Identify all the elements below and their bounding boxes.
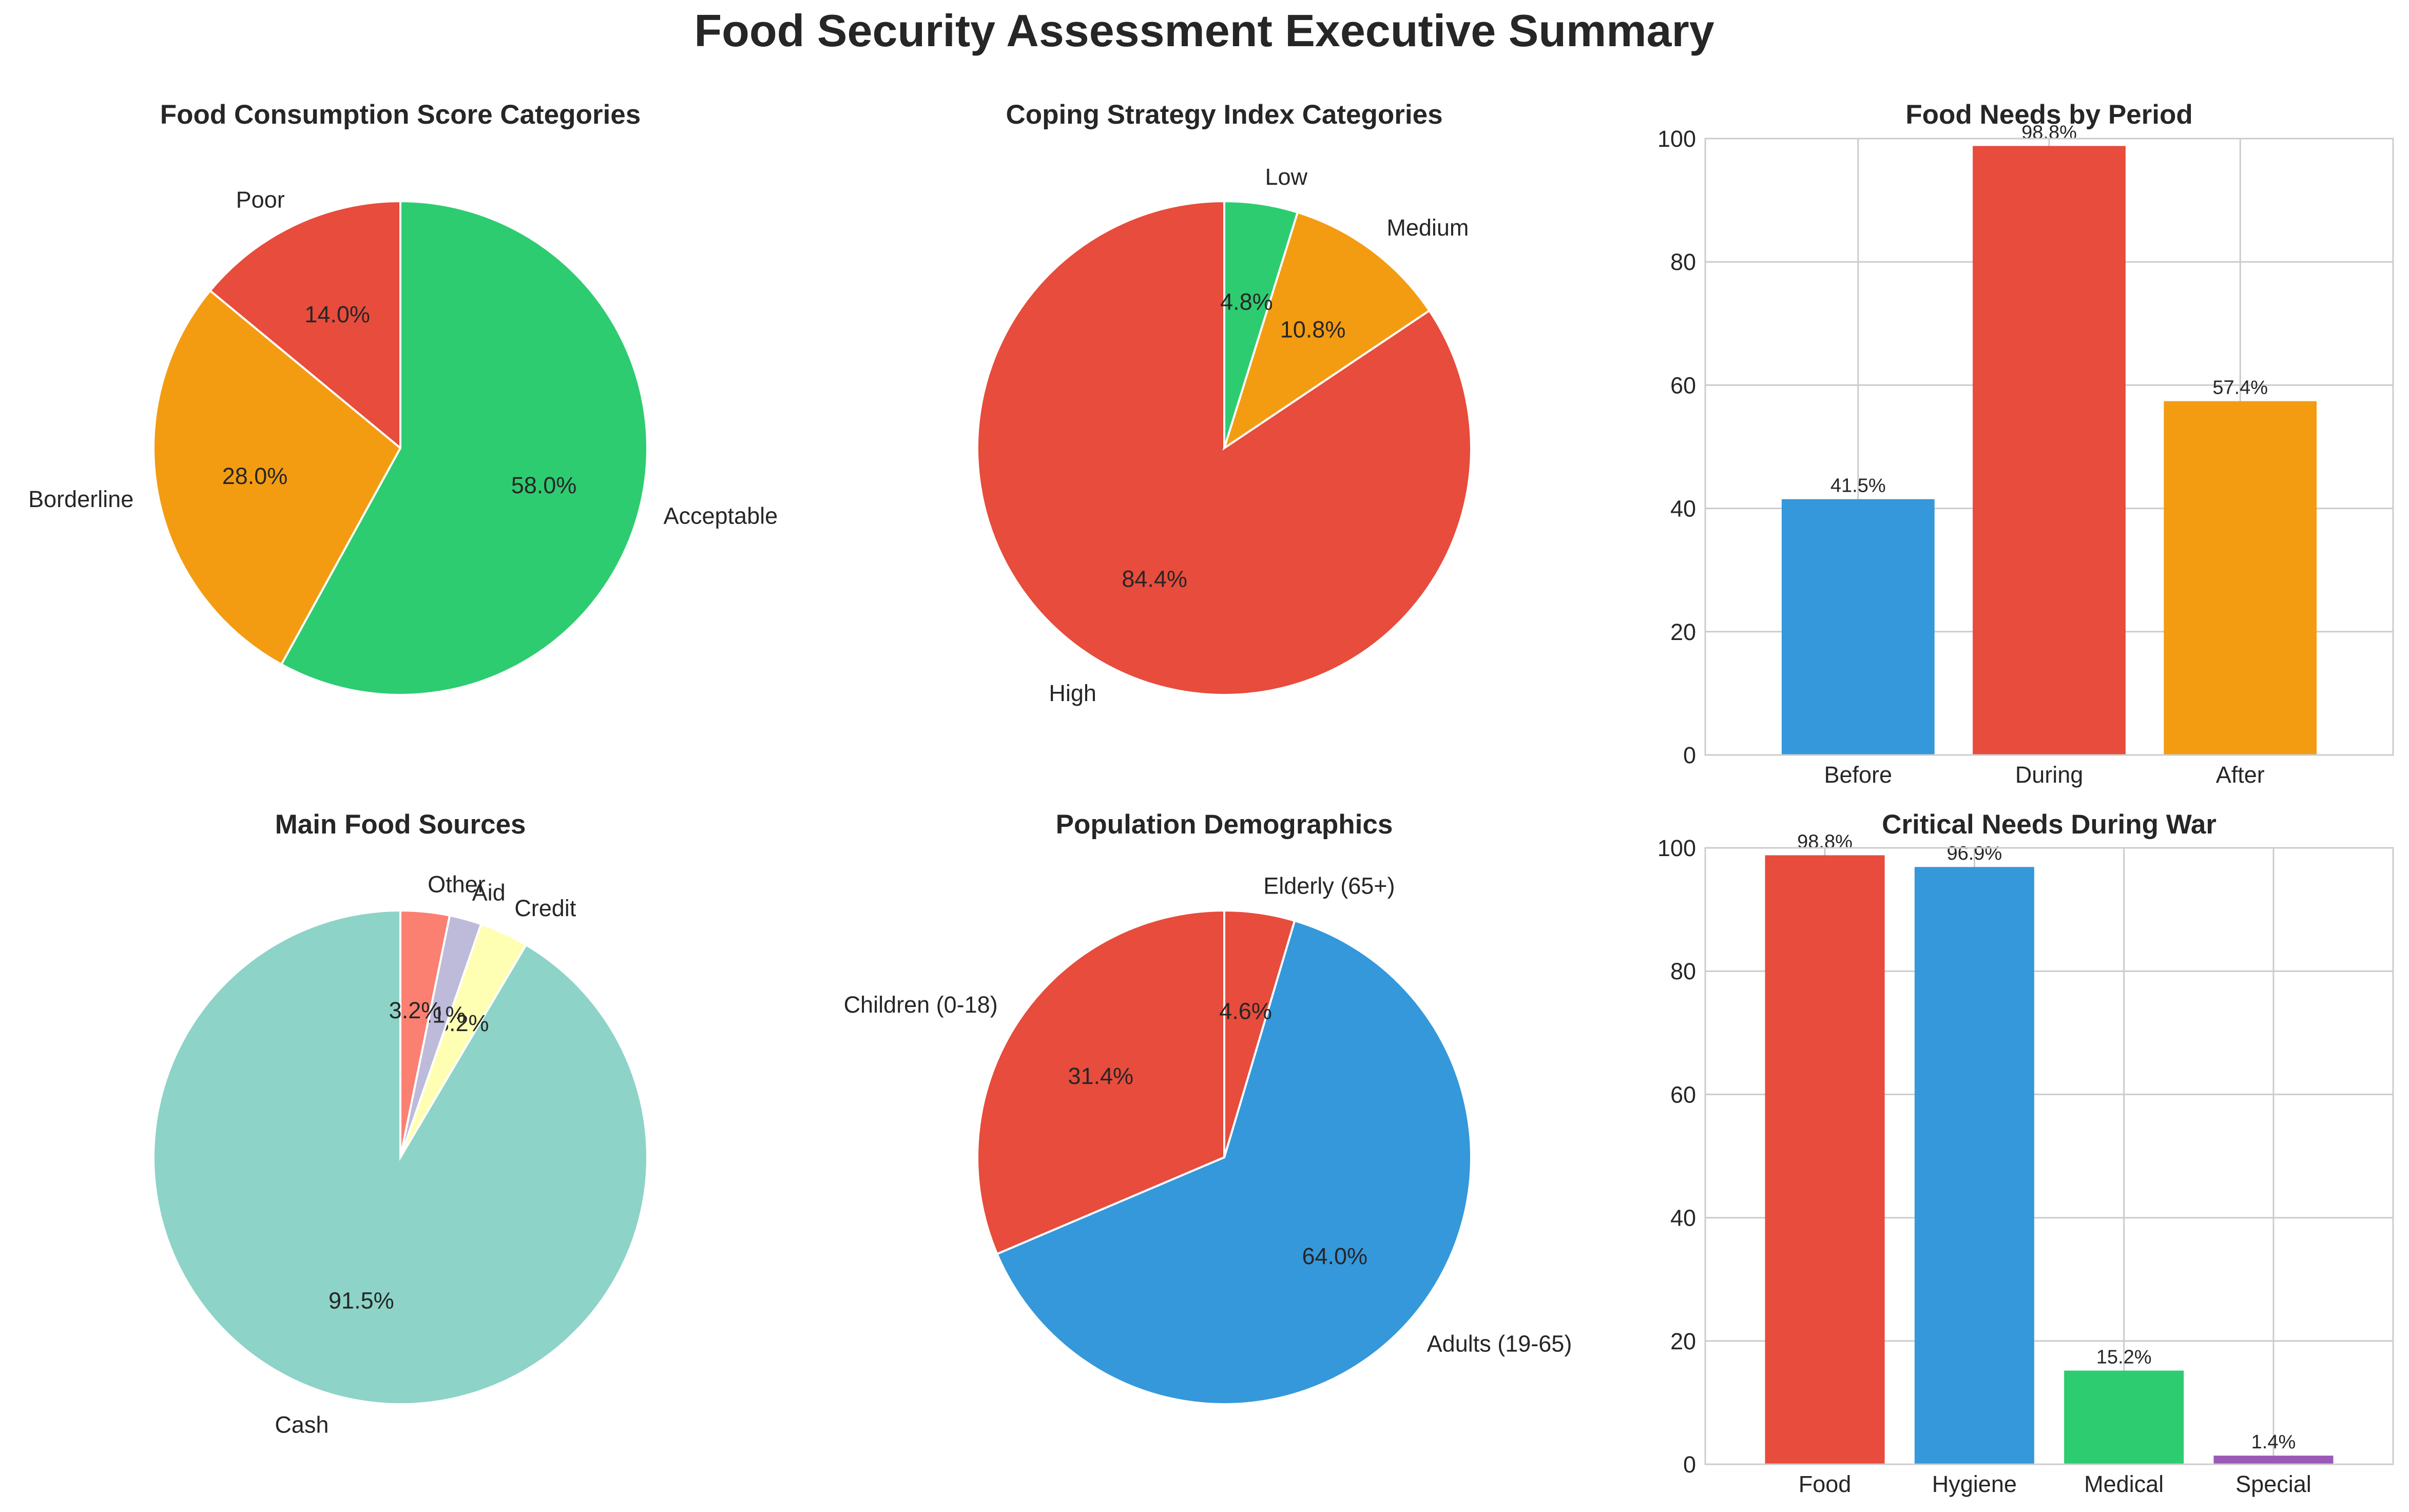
chart-title: Food Consumption Score Categories <box>160 100 641 130</box>
bar-value-label-during: 98.8% <box>2021 122 2077 143</box>
slice-label-elderly-65: Elderly (65+) <box>1263 873 1395 899</box>
chart-title: Food Needs by Period <box>1905 100 2193 130</box>
bar-value-label-food: 98.8% <box>1797 831 1853 852</box>
bar-value-label-before: 41.5% <box>1830 475 1886 497</box>
slice-label-borderline: Borderline <box>28 486 133 512</box>
bar-after <box>2164 401 2317 755</box>
slice-percent-children-0-18: 31.4% <box>1068 1063 1133 1089</box>
y-tick-label: 0 <box>1683 742 1696 768</box>
chart-title: Main Food Sources <box>275 809 526 840</box>
bar-chart-food-needs-by-period: 0 20 40 60 80 100 41.5% Before 98.8% During 57.4% A… <box>1658 100 2394 788</box>
slice-percent-poor: 14.0% <box>304 301 370 327</box>
bar-chart-critical-needs-during-war: 0 20 40 60 80 100 98.8% Food 96.9% Hygiene 15.2% Me… <box>1658 809 2394 1497</box>
y-tick-label: 80 <box>1670 958 1696 984</box>
axes-frame <box>1704 138 2394 756</box>
charts-layer: Food Consumption Score Categories Poor 14.… <box>28 100 2394 1497</box>
bar-before <box>1781 499 1935 755</box>
y-tick-label: 60 <box>1670 1081 1696 1108</box>
slice-percent-acceptable: 58.0% <box>511 472 577 498</box>
x-tick-label-before: Before <box>1824 762 1892 788</box>
slice-label-other: Other <box>428 871 486 898</box>
pie-slice-poor <box>208 200 401 451</box>
slice-percent-adults-19-65: 64.0% <box>1302 1243 1367 1269</box>
slice-label-acceptable: Acceptable <box>663 503 778 529</box>
slice-percent-other: 3.2% <box>389 997 442 1023</box>
slice-label-high: High <box>1049 680 1096 706</box>
chart-title: Critical Needs During War <box>1882 809 2217 840</box>
y-tick-label: 20 <box>1670 619 1696 645</box>
slice-percent-elderly-65: 4.6% <box>1219 998 1272 1024</box>
bar-special <box>2213 1456 2334 1464</box>
y-tick-label: 100 <box>1658 126 1696 152</box>
bar-food <box>1765 855 1885 1464</box>
slice-percent-high: 84.4% <box>1122 566 1187 592</box>
pie-slice-elderly-65 <box>1223 909 1296 1158</box>
pie-slice-low <box>1223 200 1299 449</box>
pie-chart-population-demographics: Population Demographics Children (0-18) 31… <box>844 809 1572 1405</box>
bar-value-label-special: 1.4% <box>2251 1431 2296 1453</box>
x-tick-label-after: After <box>2216 762 2265 788</box>
chart-title: Coping Strategy Index Categories <box>1006 100 1442 130</box>
x-tick-label-medical: Medical <box>2084 1471 2164 1497</box>
y-tick-label: 0 <box>1683 1451 1696 1478</box>
slice-percent-borderline: 28.0% <box>222 463 288 489</box>
bar-value-label-hygiene: 96.9% <box>1947 843 2002 864</box>
bar-during <box>1973 146 2126 755</box>
x-tick-label-food: Food <box>1799 1471 1852 1497</box>
y-tick-label: 20 <box>1670 1328 1696 1354</box>
slice-label-poor: Poor <box>236 186 285 212</box>
y-tick-label: 100 <box>1658 835 1696 861</box>
slice-percent-medium: 10.8% <box>1280 317 1346 343</box>
y-tick-label: 80 <box>1670 249 1696 275</box>
pie-slice-medium <box>1222 211 1431 451</box>
figure-title: Food Security Assessment Executive Summa… <box>694 5 1714 56</box>
pie-slice-borderline <box>152 289 402 666</box>
slice-label-aid: Aid <box>472 880 506 906</box>
y-tick-label: 40 <box>1670 496 1696 522</box>
pie-chart-main-food-sources: Main Food SourcesCash91.5%Credit3.2%Aid2… <box>152 809 648 1438</box>
slice-percent-low: 4.8% <box>1220 289 1273 315</box>
bar-value-label-medical: 15.2% <box>2096 1346 2152 1368</box>
slice-label-low: Low <box>1265 164 1307 190</box>
slice-label-cash: Cash <box>275 1411 329 1438</box>
pie-slice-acceptable <box>280 200 648 696</box>
chart-title: Population Demographics <box>1056 809 1393 840</box>
y-tick-label: 40 <box>1670 1205 1696 1231</box>
pie-slice-children-0-18 <box>976 909 1225 1255</box>
pie-chart-coping-strategy-index-categories: Coping Strategy Index Categories High 84.4… <box>976 100 1472 706</box>
pie-chart-food-consumption-score-categories: Food Consumption Score Categories Poor 14.… <box>28 100 778 696</box>
bar-hygiene <box>1914 867 2034 1464</box>
x-tick-label-special: Special <box>2235 1471 2311 1497</box>
slice-label-children-0-18: Children (0-18) <box>844 992 998 1018</box>
axes-frame <box>1704 847 2394 1465</box>
pie-slice-other <box>399 909 451 1158</box>
slice-label-adults-19-65: Adults (19-65) <box>1427 1330 1572 1356</box>
bar-medical <box>2064 1370 2184 1464</box>
x-tick-label-hygiene: Hygiene <box>1932 1471 2017 1497</box>
pie-slice-adults-19-65 <box>995 919 1472 1405</box>
x-tick-label-during: During <box>2015 762 2084 788</box>
y-tick-label: 60 <box>1670 372 1696 398</box>
slice-label-credit: Credit <box>514 895 576 921</box>
bar-value-label-after: 57.4% <box>2212 377 2268 399</box>
slice-label-medium: Medium <box>1386 215 1469 241</box>
slice-percent-cash: 91.5% <box>329 1287 394 1313</box>
